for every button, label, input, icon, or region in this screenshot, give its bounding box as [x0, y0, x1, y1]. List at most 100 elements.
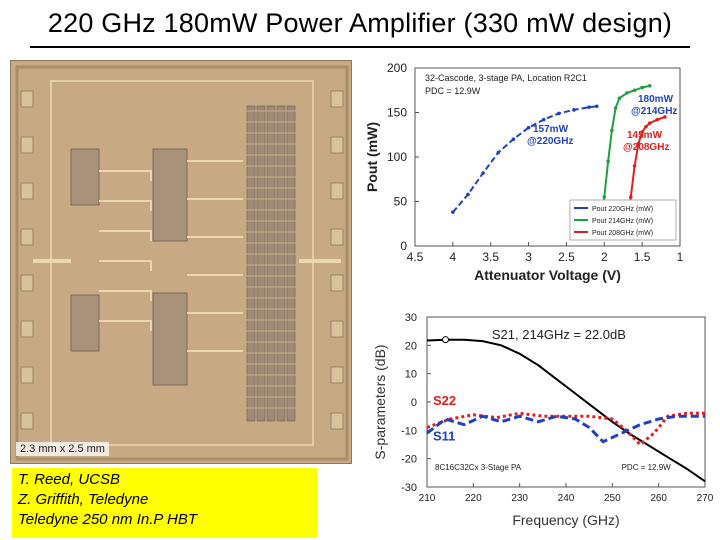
annotation: PDC = 12.9W	[622, 463, 672, 472]
x-tick-label: 250	[604, 493, 621, 504]
y-axis-label: S-parameters (dB)	[372, 344, 388, 459]
output-cell-column	[276, 105, 286, 422]
combiner-trace	[99, 170, 152, 181]
credit-line-2: Z. Griffith, Teledyne	[18, 491, 149, 508]
pad	[330, 228, 344, 246]
output-cell-column	[266, 105, 276, 422]
x-tick-label: 230	[511, 493, 528, 504]
data-point	[511, 137, 516, 141]
x-axis-label: Attenuator Voltage (V)	[474, 267, 621, 283]
data-point	[632, 164, 637, 168]
combiner-trace	[99, 200, 152, 211]
data-point	[647, 121, 652, 125]
s21-marker	[442, 336, 450, 344]
data-point	[541, 117, 546, 122]
output-cell-column	[246, 105, 256, 422]
data-point	[636, 141, 641, 146]
y-tick-label: 100	[387, 150, 407, 164]
chart-inner-text: 8C16C32Cx 3-Stage PA	[435, 463, 522, 472]
data-point	[625, 91, 629, 95]
x-tick-label: 210	[419, 493, 436, 504]
pad	[20, 412, 34, 430]
slide-title: 220 GHz 180mW Power Amplifier (330 mW de…	[47, 8, 673, 38]
y-tick-label: 30	[405, 312, 417, 324]
annotation: 145mW	[627, 130, 663, 141]
amp-block	[70, 294, 100, 352]
x-tick-label: 240	[558, 493, 575, 504]
data-point	[628, 195, 633, 199]
pad	[330, 320, 344, 338]
pad	[330, 366, 344, 384]
chart-inner-text: 32-Cascode, 3-stage PA, Location R2C1	[425, 73, 587, 83]
y-tick-label: -10	[401, 425, 417, 437]
data-point	[557, 111, 561, 116]
y-tick-label: 0	[411, 397, 417, 409]
data-point	[632, 88, 637, 93]
s-parameters-chart: -30 -20 -10 0 10 20 30 210 220 230 240 250 260 270 Fre…	[372, 312, 714, 528]
credits-box: T. Reed, UCSB Z. Griffith, Teledyne Tele…	[12, 468, 317, 538]
data-point	[602, 195, 607, 199]
data-point	[466, 192, 470, 197]
x-tick-label: 3	[525, 250, 532, 264]
pad	[330, 136, 344, 154]
y-tick-label: -20	[401, 454, 417, 466]
data-point	[496, 150, 501, 155]
pad	[330, 412, 344, 430]
x-tick-label: 1.5	[634, 250, 651, 264]
y-tick-label: 0	[400, 239, 407, 253]
x-tick-label: 2.5	[558, 250, 575, 264]
x-tick-label: 1	[677, 250, 684, 264]
data-point	[481, 171, 485, 175]
pad	[20, 366, 34, 384]
data-point	[644, 124, 648, 129]
die-border	[15, 65, 349, 461]
pad	[20, 320, 34, 338]
x-tick-label: 260	[650, 493, 667, 504]
pad	[20, 274, 34, 292]
combiner-trace	[99, 320, 152, 331]
output-cell-column	[256, 105, 266, 422]
pad	[20, 228, 34, 246]
y-tick-label: 50	[394, 195, 408, 209]
annotation: S11	[433, 428, 455, 443]
x-tick-label: 270	[697, 493, 714, 504]
pad	[330, 182, 344, 200]
amp-block	[152, 292, 188, 386]
data-point	[663, 115, 667, 119]
pout-vs-attenuator-chart: 0 50 100 150 200 4.5 4 3.5 3 2.5 2 1.5 1 Attenuator V…	[364, 61, 684, 283]
amp-block	[70, 148, 100, 206]
legend-entry: Pout 220GHz (mW)	[592, 206, 653, 213]
x-tick-label: 3.5	[482, 250, 499, 264]
data-point	[610, 128, 614, 133]
y-axis-label: Pout (mW)	[364, 122, 380, 192]
data-point	[451, 210, 455, 214]
data-point	[606, 159, 610, 164]
data-point	[613, 106, 618, 110]
annotation: S21, 214GHz = 22.0dB	[492, 327, 626, 342]
data-point	[526, 125, 531, 130]
combiner-trace	[99, 260, 152, 271]
data-point	[655, 117, 660, 122]
die-photo-drawing	[15, 65, 349, 461]
pad	[20, 182, 34, 200]
y-tick-label: 20	[405, 340, 417, 352]
x-tick-label: 220	[465, 493, 482, 504]
series-line	[452, 105, 597, 213]
data-point	[572, 108, 576, 112]
x-tick-label: 4	[450, 250, 457, 264]
credit-line-3: Teledyne 250 nm In.P HBT	[18, 511, 197, 528]
output-cell-column	[286, 105, 296, 422]
series-line	[426, 414, 705, 444]
pad	[330, 274, 344, 292]
combiner-trace	[99, 230, 152, 241]
series-line	[599, 84, 650, 229]
combiner-trace	[99, 290, 152, 301]
title-underline	[30, 46, 690, 48]
y-tick-label: 10	[405, 369, 417, 381]
annotation: @208GHz	[623, 142, 669, 153]
pad	[20, 90, 34, 108]
pad	[20, 136, 34, 154]
annotation: 157mW	[533, 124, 569, 135]
x-axis-label: Frequency (GHz)	[512, 512, 619, 528]
plot-area	[426, 316, 706, 488]
